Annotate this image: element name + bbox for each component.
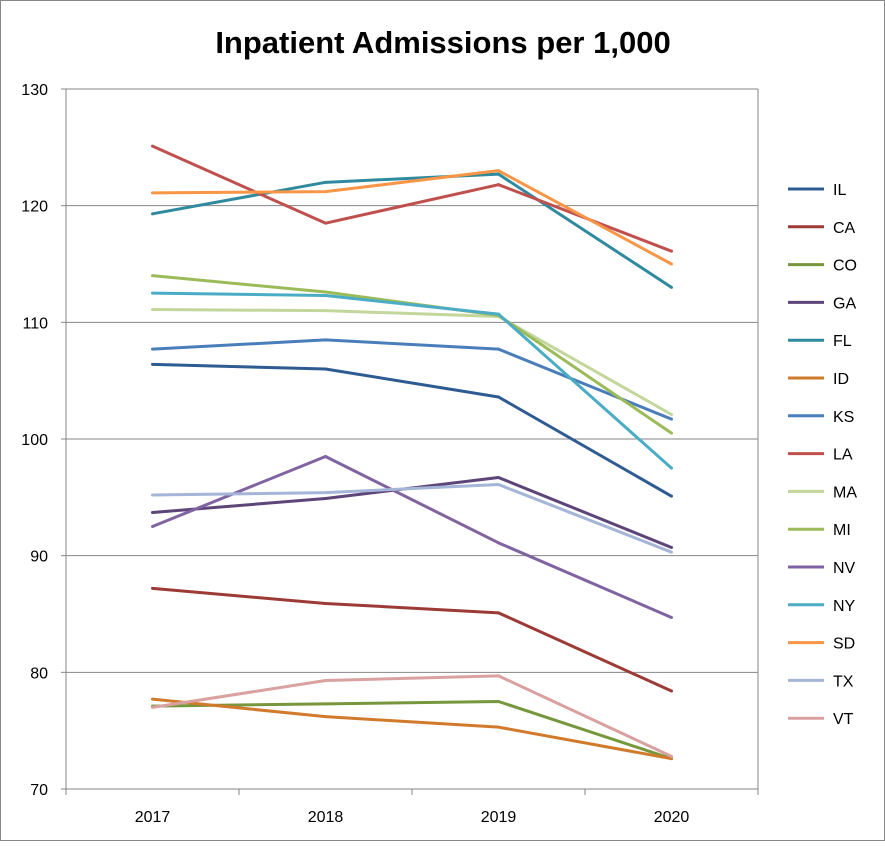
data-point-nv: [497, 541, 500, 545]
legend-label: GA: [833, 295, 856, 312]
y-tick-label: 110: [22, 315, 48, 332]
data-point-ks: [497, 347, 500, 351]
series-line-co: [152, 700, 672, 761]
y-tick-label: 90: [30, 549, 48, 566]
series-line-il: [152, 362, 673, 498]
series-line-ks: [152, 338, 673, 421]
y-tick-label: 100: [21, 432, 48, 449]
data-point-vt: [497, 674, 500, 678]
data-point-vt: [670, 754, 673, 758]
legend-label: NV: [833, 560, 856, 577]
data-point-la: [151, 144, 154, 148]
data-point-id: [497, 725, 500, 729]
legend-label: CO: [833, 258, 857, 275]
series-line-sd: [152, 169, 673, 266]
data-point-vt: [324, 679, 327, 682]
data-point-la: [497, 183, 500, 187]
y-tick-label: 80: [30, 665, 48, 682]
data-point-id: [151, 697, 154, 701]
data-point-nv: [324, 455, 327, 458]
legend-label: NY: [833, 598, 856, 615]
data-point-ma: [324, 309, 327, 313]
legend-label: SD: [833, 636, 855, 653]
data-point-fl: [670, 285, 673, 289]
series-line-id: [152, 697, 672, 761]
legend-label: IL: [833, 182, 846, 199]
data-point-tx: [151, 493, 154, 497]
series-line-tx: [152, 483, 673, 554]
y-tick-label: 70: [30, 782, 48, 799]
data-point-sd: [324, 190, 327, 194]
data-point-ga: [497, 476, 500, 479]
data-point-sd: [670, 262, 673, 266]
data-point-co: [497, 700, 500, 703]
data-point-la: [670, 249, 673, 253]
series-line-nv: [151, 455, 673, 619]
data-point-tx: [670, 550, 673, 554]
data-point-il: [151, 362, 154, 366]
data-point-ca: [670, 689, 673, 693]
data-point-ga: [324, 497, 327, 500]
data-point-tx: [324, 491, 327, 495]
legend-label: MI: [833, 522, 851, 539]
data-point-ks: [670, 417, 673, 421]
y-tick-label: 120: [21, 199, 48, 216]
data-point-ga: [151, 511, 154, 514]
x-tick-label: 2019: [481, 809, 517, 826]
data-point-il: [324, 367, 327, 371]
data-point-fl: [497, 172, 500, 176]
data-point-mi: [324, 290, 327, 294]
legend-label: FL: [833, 333, 852, 350]
data-point-vt: [151, 705, 154, 709]
legend-label: ID: [833, 371, 849, 388]
x-tick-label: 2020: [654, 809, 690, 826]
data-point-ny: [324, 294, 327, 297]
data-point-nv: [151, 525, 154, 528]
series-line-ma: [152, 308, 673, 416]
series-line-vt: [152, 674, 673, 758]
data-point-ga: [670, 546, 673, 549]
data-point-sd: [151, 191, 154, 195]
y-tick-label: 130: [21, 82, 48, 99]
data-point-ma: [151, 308, 154, 311]
data-point-id: [670, 757, 673, 761]
data-point-ca: [324, 602, 327, 605]
series-line-mi: [152, 274, 673, 435]
data-point-fl: [324, 180, 327, 184]
x-tick-label: 2017: [135, 809, 171, 826]
data-point-mi: [670, 431, 673, 435]
series-line-fl: [152, 172, 673, 289]
data-point-ma: [670, 413, 673, 416]
data-point-nv: [670, 616, 673, 619]
legend-label: KS: [833, 409, 854, 426]
data-point-ca: [151, 586, 154, 590]
data-point-sd: [497, 169, 500, 173]
legend-label: VT: [833, 711, 854, 728]
series-line-ca: [152, 586, 673, 693]
data-point-il: [670, 494, 673, 498]
data-point-ca: [497, 611, 500, 615]
chart-title: Inpatient Admissions per 1,000: [215, 25, 670, 60]
data-point-id: [324, 715, 327, 719]
data-point-ks: [151, 347, 154, 351]
data-point-fl: [151, 212, 154, 216]
data-point-ny: [151, 291, 154, 295]
data-point-ny: [670, 466, 673, 470]
series-line-ny: [152, 291, 673, 470]
data-point-ny: [497, 312, 500, 316]
x-tick-label: 2018: [308, 809, 344, 826]
legend-label: CA: [833, 220, 856, 237]
data-point-la: [324, 221, 327, 225]
data-point-mi: [151, 274, 154, 278]
data-point-il: [497, 395, 500, 399]
legend-label: LA: [833, 447, 853, 464]
data-point-co: [324, 702, 327, 706]
legend-label: MA: [833, 484, 857, 501]
legend-label: TX: [833, 673, 854, 690]
data-point-ks: [324, 338, 327, 342]
data-point-tx: [497, 483, 500, 486]
